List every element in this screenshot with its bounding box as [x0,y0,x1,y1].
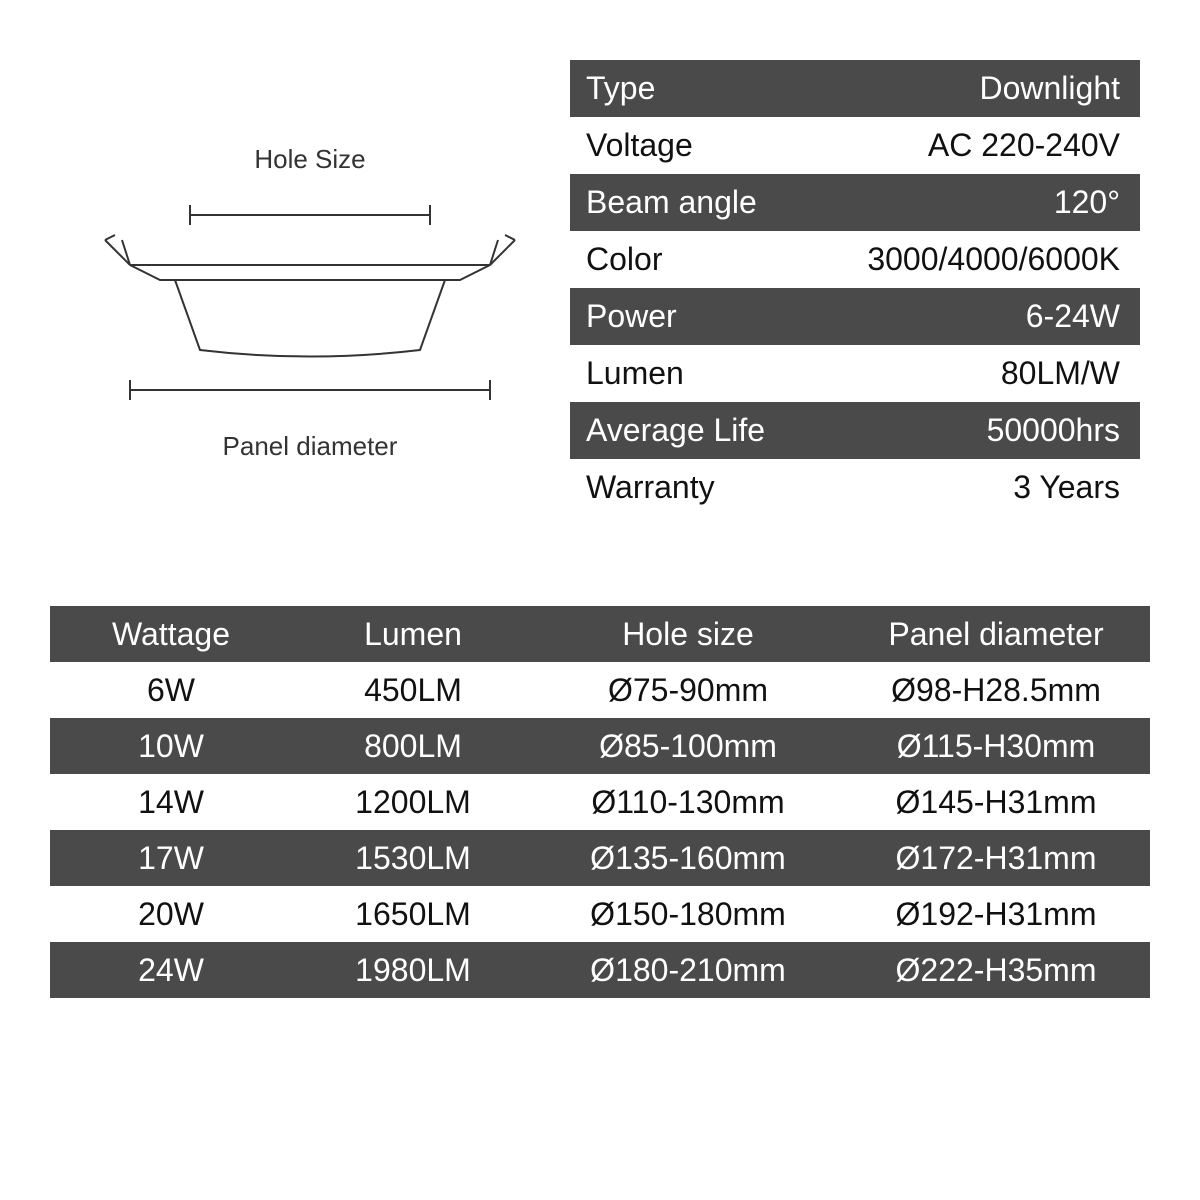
top-section: Hole Size Panel diameter TypeDownlightVo [0,0,1200,516]
spec-label: Type [586,70,655,107]
size-table-header-row: WattageLumenHole sizePanel diameter [50,606,1150,662]
size-table-cell: 1530LM [292,830,534,886]
size-table-header: Panel diameter [842,606,1150,662]
spec-value: AC 220-240V [928,127,1120,164]
size-table-cell: Ø192-H31mm [842,886,1150,942]
size-table-cell: Ø115-H30mm [842,718,1150,774]
spec-table: Type Downlight Voltage AC 220-240V Beam angl… [570,60,1140,516]
size-table-row: 20W1650LMØ150-180mmØ192-H31mm [50,886,1150,942]
size-table-cell: 450LM [292,662,534,718]
size-table-row: 6W450LMØ75-90mmØ98-H28.5mm [50,662,1150,718]
size-table-cell: 800LM [292,718,534,774]
bottom-section: WattageLumenHole sizePanel diameter 6W45… [0,516,1200,998]
size-table-cell: 24W [50,942,292,998]
hole-size-label: Hole Size [254,144,365,175]
spec-value: 50000hrs [987,412,1120,449]
spec-row: Beam angle 120° [570,174,1140,231]
spec-label: Warranty [586,469,715,506]
panel-diameter-label: Panel diameter [223,431,398,462]
size-table-row: 17W1530LMØ135-160mmØ172-H31mm [50,830,1150,886]
size-table-header: Hole size [534,606,842,662]
size-table: WattageLumenHole sizePanel diameter 6W45… [50,606,1150,998]
spec-value: 6-24W [1026,298,1120,335]
size-table-cell: Ø180-210mm [534,942,842,998]
downlight-diagram [80,185,540,425]
spec-row: Color 3000/4000/6000K [570,231,1140,288]
size-table-cell: Ø172-H31mm [842,830,1150,886]
size-table-cell: 1200LM [292,774,534,830]
size-table-cell: 10W [50,718,292,774]
size-table-cell: 1650LM [292,886,534,942]
size-table-header: Lumen [292,606,534,662]
spec-value: 3 Years [1013,469,1120,506]
spec-row: Average Life 50000hrs [570,402,1140,459]
spec-label: Beam angle [586,184,757,221]
size-table-cell: 14W [50,774,292,830]
spec-row: Lumen 80LM/W [570,345,1140,402]
spec-label: Voltage [586,127,693,164]
size-table-cell: Ø110-130mm [534,774,842,830]
spec-value: 3000/4000/6000K [867,241,1120,278]
size-table-cell: 20W [50,886,292,942]
size-table-cell: Ø98-H28.5mm [842,662,1150,718]
spec-label: Color [586,241,662,278]
size-table-cell: Ø150-180mm [534,886,842,942]
size-table-cell: 6W [50,662,292,718]
spec-row: Voltage AC 220-240V [570,117,1140,174]
size-table-cell: 17W [50,830,292,886]
spec-value: Downlight [979,70,1120,107]
spec-value: 120° [1054,184,1120,221]
spec-value: 80LM/W [1001,355,1120,392]
spec-row: Warranty 3 Years [570,459,1140,516]
spec-label: Power [586,298,677,335]
size-table-cell: Ø222-H35mm [842,942,1150,998]
size-table-cell: 1980LM [292,942,534,998]
size-table-cell: Ø85-100mm [534,718,842,774]
spec-label: Average Life [586,412,765,449]
size-table-cell: Ø75-90mm [534,662,842,718]
size-table-cell: Ø135-160mm [534,830,842,886]
size-table-row: 10W800LMØ85-100mmØ115-H30mm [50,718,1150,774]
size-table-header: Wattage [50,606,292,662]
size-table-row: 14W1200LMØ110-130mmØ145-H31mm [50,774,1150,830]
diagram-column: Hole Size Panel diameter [60,60,560,516]
size-table-row: 24W1980LMØ180-210mmØ222-H35mm [50,942,1150,998]
spec-label: Lumen [586,355,684,392]
size-table-cell: Ø145-H31mm [842,774,1150,830]
spec-row: Power 6-24W [570,288,1140,345]
spec-row: Type Downlight [570,60,1140,117]
